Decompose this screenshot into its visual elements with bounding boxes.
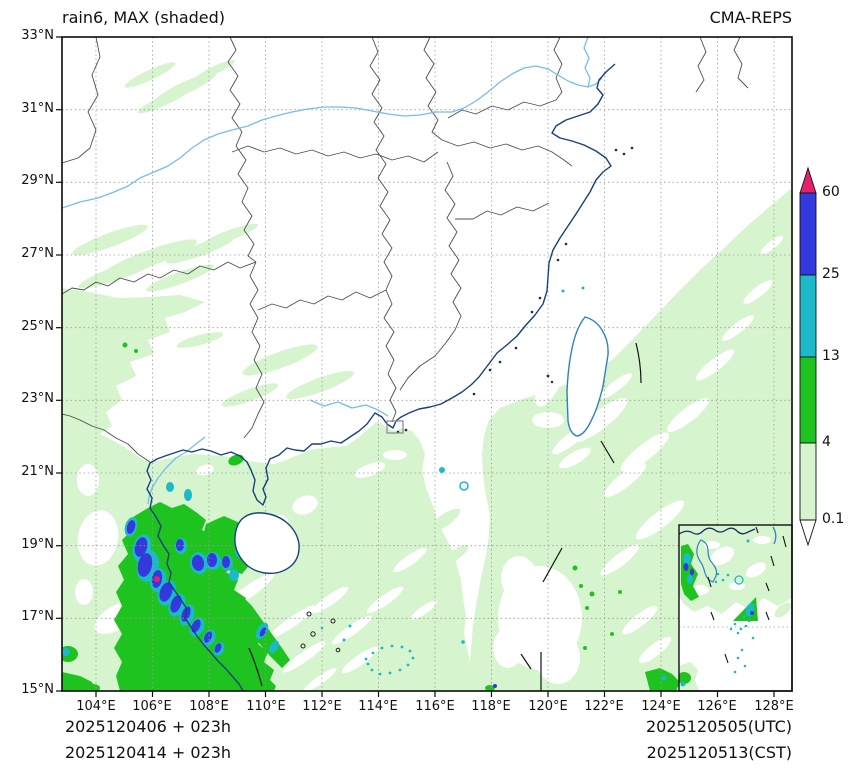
atoll-dot-ring <box>364 644 415 676</box>
lat-label-27: 27°N <box>21 246 54 261</box>
gridlines <box>62 37 792 691</box>
lon-label-108: 108°E <box>189 699 229 714</box>
init-time-utc: 2025120406 + 023h <box>65 717 232 736</box>
colorbar-label-4: 4 <box>822 434 831 450</box>
lat-label-17: 17°N <box>21 609 54 624</box>
colorbar-under-arrow <box>799 519 817 547</box>
lat-label-19: 19°N <box>21 537 54 552</box>
inset-rain-cyan <box>680 539 755 687</box>
inset-source-box <box>386 420 404 434</box>
rain-shading-extreme <box>154 576 160 582</box>
inset-rain-blue <box>683 563 754 615</box>
lat-label-31: 31°N <box>21 101 54 116</box>
lon-label-104: 104°E <box>76 699 116 714</box>
lat-label-25: 25°N <box>21 319 54 334</box>
colorbar-over-arrow <box>799 166 817 194</box>
coastline <box>146 63 616 691</box>
valid-time-utc: 2025120505(UTC) <box>646 717 792 736</box>
hainan-island <box>234 512 300 575</box>
axis-ticks <box>56 36 775 697</box>
init-time-cst: 2025120414 + 023h <box>65 743 232 762</box>
lon-label-122: 122°E <box>584 699 624 714</box>
lon-label-110: 110°E <box>246 699 286 714</box>
yangtze-river <box>62 65 603 209</box>
lon-label-116: 116°E <box>415 699 455 714</box>
province-borders <box>62 37 749 463</box>
inset-map <box>678 524 793 692</box>
lon-label-124: 124°E <box>641 699 681 714</box>
lat-label-29: 29°N <box>21 173 54 188</box>
colorbar-label-60: 60 <box>822 184 840 200</box>
lat-label-23: 23°N <box>21 391 54 406</box>
pearl-river <box>309 399 389 417</box>
lon-label-126: 126°E <box>697 699 737 714</box>
lat-label-33: 33°N <box>21 28 54 43</box>
colorbar-label-01: 0.1 <box>822 511 845 527</box>
colorbar-label-13: 13 <box>822 348 840 364</box>
inset-dashes <box>707 526 787 664</box>
lon-label-114: 114°E <box>358 699 398 714</box>
lat-label-21: 21°N <box>21 464 54 479</box>
canal-river <box>583 37 591 88</box>
lon-label-118: 118°E <box>471 699 511 714</box>
valid-time-cst: 2025120513(CST) <box>646 743 792 762</box>
lon-label-112: 112°E <box>302 699 342 714</box>
colorbar-label-25: 25 <box>822 266 840 282</box>
colorbar <box>799 166 817 547</box>
model-name: CMA-REPS <box>709 8 792 27</box>
map-frame <box>56 36 793 697</box>
plot-title: rain6, MAX (shaded) <box>62 8 226 27</box>
taiwan-island <box>566 316 609 437</box>
lon-label-120: 120°E <box>528 699 568 714</box>
lon-label-128: 128°E <box>754 699 794 714</box>
analysis-dashes <box>248 342 642 691</box>
lon-label-106: 106°E <box>132 699 172 714</box>
lat-label-15: 15°N <box>21 682 54 697</box>
